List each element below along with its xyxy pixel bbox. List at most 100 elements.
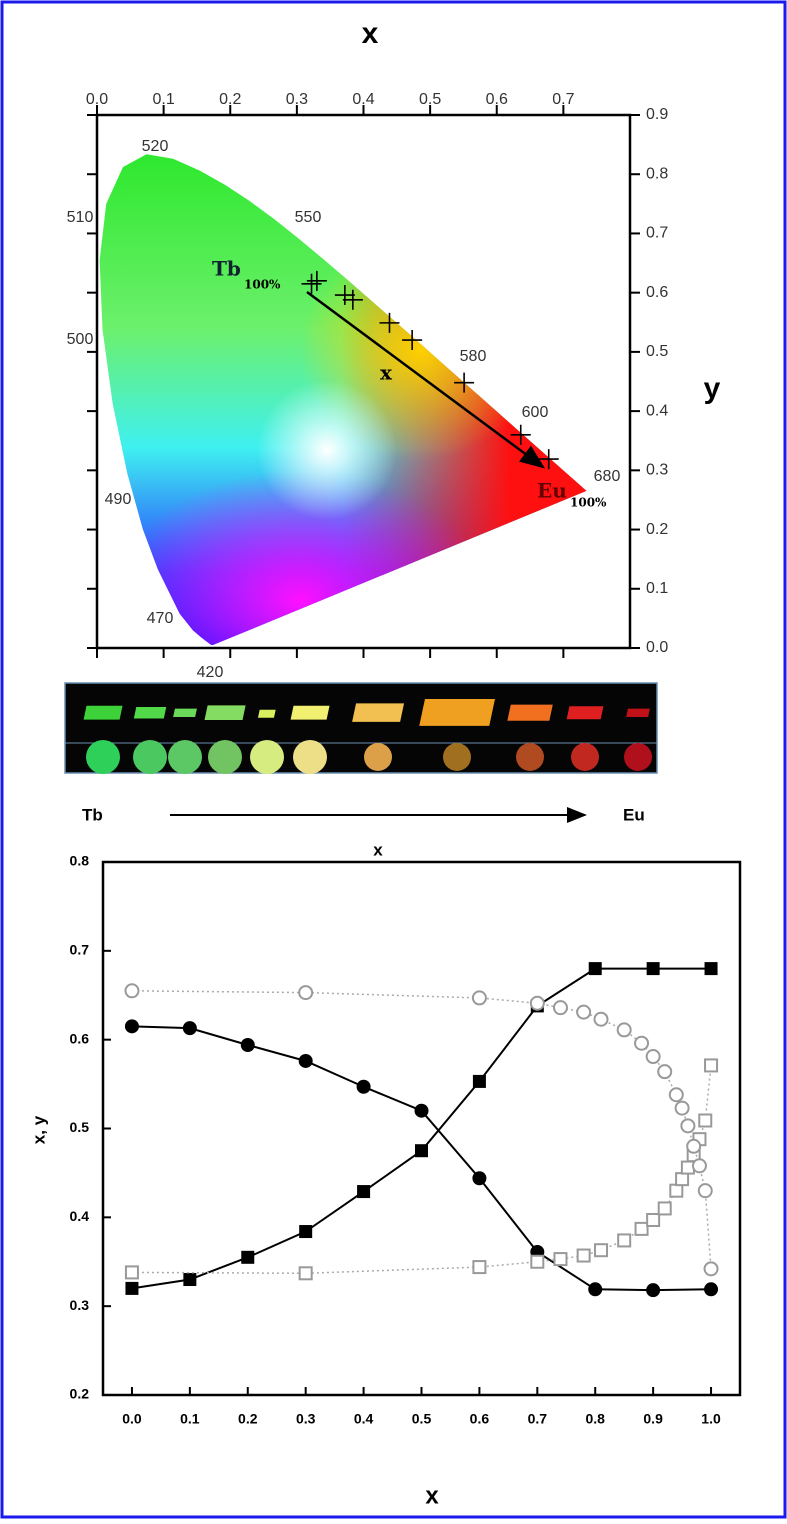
marker [697,1183,713,1199]
sample-spot [168,740,202,774]
marker [657,1201,672,1216]
marker [472,1260,487,1275]
marker [124,1019,139,1034]
marker [674,1100,690,1116]
crystal [626,708,650,718]
x-tick-label: 0.7 [528,1411,548,1427]
marker [704,962,718,976]
annotation: Tb [212,257,241,281]
x-tick-label: 0.1 [153,91,175,108]
data-point [538,449,559,470]
plot-frame [101,860,742,1397]
x-tick-label: 0.7 [552,91,574,108]
y-tick-label: 0.2 [646,521,668,538]
x-axis-title: x [425,1482,439,1509]
x-tick-label: 0.3 [296,1411,316,1427]
arrow [306,290,546,469]
marker [616,1022,632,1038]
y-tick-label: 0.6 [646,284,668,301]
wavelength-label: 510 [67,209,94,226]
x-tick-label: 0.2 [219,91,241,108]
x-tick-label: 0.9 [643,1411,663,1427]
crystal [352,703,405,722]
y-tick-label: 0.5 [646,343,668,360]
marker [588,962,602,976]
x-tick-label: 0.2 [238,1411,258,1427]
crystal [290,705,330,720]
marker [698,1113,713,1128]
marker [240,1037,255,1052]
marker [593,1011,609,1027]
y-tick-label: 0.4 [646,402,668,419]
y-tick-label: 0.8 [646,165,668,182]
crystal [83,705,123,720]
crystal [507,704,553,721]
marker [704,1282,719,1297]
x-axis-title: x [362,17,379,50]
crystal [257,709,276,718]
y-tick-label: 0.8 [70,853,90,869]
marker [241,1250,255,1264]
crystal [419,699,495,726]
data-point [510,424,531,445]
series-line [131,990,712,1269]
y-tick-label: 0.3 [70,1297,90,1313]
crystal [133,707,167,719]
sample-strip [64,682,658,774]
data-point [379,312,400,333]
data-point [306,270,327,291]
marker [686,1138,702,1154]
marker [675,1172,690,1187]
wavelength-label: 470 [147,610,174,627]
wavelength-label: 600 [522,404,549,421]
marker [645,1049,661,1065]
y-tick-label: 0.7 [646,225,668,242]
marker [668,1087,684,1103]
x-tick-label: 0.3 [286,91,308,108]
crystal [204,705,246,721]
data-point [334,285,355,306]
y-tick-label: 0.9 [646,106,668,123]
marker [617,1233,632,1248]
crystal [173,708,197,718]
annotation: x [380,361,393,385]
wavelength-label: 420 [197,664,224,681]
x-tick-label: 0.4 [352,91,374,108]
marker [634,1035,650,1051]
x-tick-label: 0.0 [122,1411,142,1427]
marker [415,1144,428,1158]
marker [588,1282,603,1297]
y-tick-label: 0.3 [646,462,668,479]
marker [124,983,140,999]
y-axis-title: y [704,372,721,405]
y-tick-label: 0.7 [70,942,90,958]
data-point [402,330,423,351]
wavelength-label: 490 [105,491,132,508]
sample-spot [86,740,120,774]
strip-start: Tb [82,805,103,824]
y-tick-label: 0.2 [70,1386,90,1402]
marker [529,995,545,1011]
data-point [301,273,322,294]
strip-end: Eu [623,805,645,824]
marker [530,1254,545,1269]
marker [552,1000,568,1016]
y-tick-label: 0.6 [70,1030,90,1046]
x-tick-label: 0.5 [412,1411,432,1427]
marker [298,1266,313,1281]
marker [414,1103,429,1118]
x-tick-label: 0.0 [86,91,108,108]
marker [356,1079,371,1094]
wavelength-label: 680 [594,468,621,485]
marker [471,990,487,1006]
series-line [131,1025,712,1292]
marker [594,1243,609,1258]
marker [669,1183,684,1198]
marker [125,1281,139,1295]
data-point [454,372,475,393]
sample-spot [443,743,471,771]
gamut [99,154,587,646]
annotation: Eu [537,479,567,503]
sample-spot [250,740,284,774]
